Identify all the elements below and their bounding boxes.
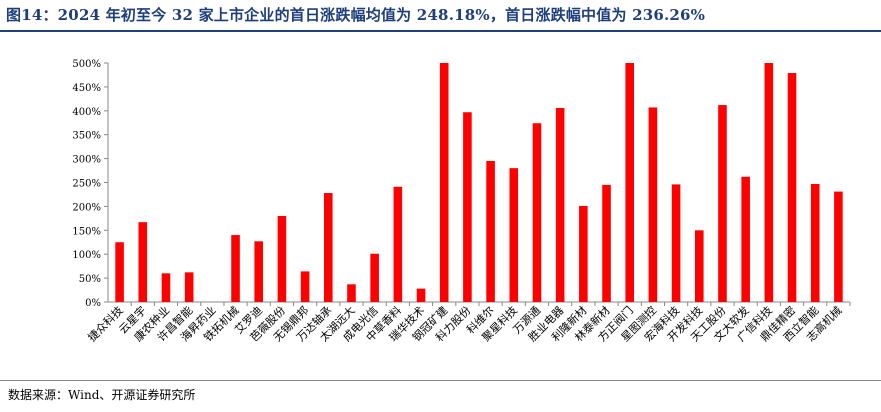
- title-divider: [0, 30, 881, 32]
- bar: [184, 272, 194, 302]
- y-tick-label: 200%: [72, 202, 101, 213]
- bar: [138, 222, 148, 302]
- y-tick-label: 0%: [85, 298, 101, 309]
- bar: [347, 284, 356, 302]
- source-note: 数据来源：Wind、开源证券研究所: [8, 388, 196, 402]
- bar: [323, 193, 333, 302]
- bar: [764, 63, 774, 302]
- bar: [370, 253, 379, 302]
- bar: [532, 123, 542, 302]
- bar: [231, 235, 240, 302]
- bar: [787, 73, 797, 302]
- bar: [810, 183, 820, 302]
- bar-chart: 0% 50% 100% 150% 200% 250% 300% 350% 400% 450% 500…: [72, 59, 851, 344]
- bar: [486, 160, 495, 302]
- bar: [509, 168, 519, 302]
- y-tick-label: 250%: [72, 179, 101, 190]
- bar: [254, 241, 264, 302]
- bar: [648, 107, 658, 302]
- chart-title: 图14：2024 年初至今 32 家上市企业的首日涨跌幅均值为 248.18%，…: [6, 6, 706, 24]
- bar: [694, 230, 704, 302]
- bar: [115, 242, 124, 302]
- bar: [416, 288, 426, 302]
- y-tick-label: 500%: [72, 59, 101, 70]
- bar: [277, 215, 287, 302]
- y-tick-label: 50%: [79, 274, 101, 285]
- bar: [393, 186, 403, 302]
- y-tick-label: 350%: [72, 131, 101, 142]
- bar: [555, 107, 565, 302]
- y-tick-label: 100%: [72, 250, 101, 261]
- bar: [625, 63, 635, 302]
- chart-area: 0% 50% 100% 150% 200% 250% 300% 350% 400% 450% 500…: [0, 34, 881, 374]
- y-tick-label: 400%: [72, 107, 101, 118]
- bar: [741, 176, 750, 302]
- bar: [161, 273, 171, 302]
- bar: [718, 105, 727, 303]
- y-tick-label: 450%: [72, 83, 101, 94]
- bar: [300, 271, 310, 302]
- bar: [602, 184, 611, 302]
- bar: [463, 112, 472, 302]
- y-tick-label: 150%: [72, 226, 101, 237]
- bar: [439, 63, 449, 302]
- bar: [671, 184, 681, 302]
- bar: [579, 205, 588, 302]
- bottom-divider: [0, 380, 881, 381]
- y-tick-label: 300%: [72, 155, 101, 166]
- bar: [834, 191, 843, 302]
